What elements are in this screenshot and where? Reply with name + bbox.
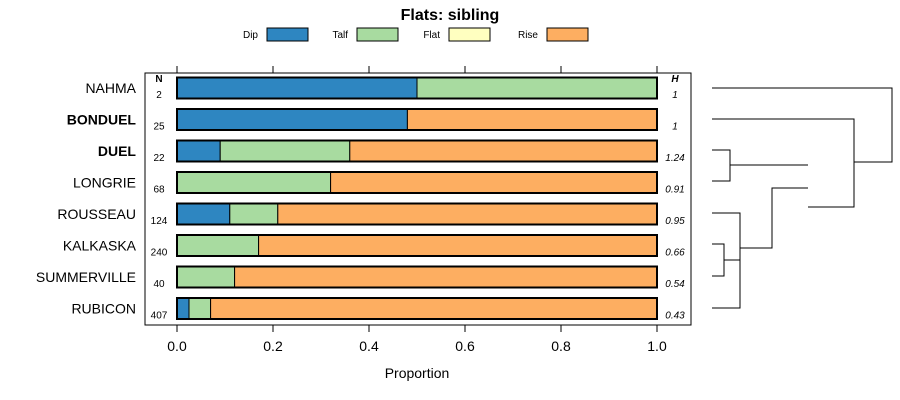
bar-segment [210, 297, 658, 320]
bar-segment [234, 266, 658, 288]
row-n-value: 22 [153, 153, 165, 164]
row-h-value: 0.66 [665, 248, 685, 259]
chart-title: Flats: sibling [401, 7, 500, 24]
dendrogram-branch [740, 187, 808, 249]
dendrogram [712, 87, 893, 309]
bar-segment [176, 203, 231, 225]
x-tick-label: 0.6 [455, 338, 475, 354]
bar-segment [176, 171, 332, 194]
row-n-value: 40 [153, 279, 165, 290]
bar-outline [176, 76, 658, 100]
x-axis: 0.0 0.2 0.4 0.6 0.8 1.0 [167, 66, 667, 354]
row-h-value: 1.24 [665, 153, 685, 164]
row-n-value: 124 [151, 216, 168, 227]
bar-outline [176, 139, 658, 163]
legend-label: Flat [423, 30, 440, 41]
x-tick-label: 0.4 [359, 338, 379, 354]
legend-swatch [546, 27, 589, 42]
row-h-value: 0.54 [665, 279, 685, 290]
x-tick-label: 0.8 [551, 338, 571, 354]
x-tick-label: 0.2 [263, 338, 283, 354]
bar-segment [176, 234, 260, 257]
row-n-value: 240 [151, 248, 168, 259]
bar-segment [277, 203, 658, 225]
legend: Dip Talf Flat Rise [243, 27, 589, 42]
dendrogram-branch [712, 118, 855, 208]
row-h-value: 1 [672, 90, 678, 101]
row-h-value: 0.91 [665, 185, 684, 196]
row-label: DUEL [98, 143, 137, 159]
h-column-header: H [671, 74, 679, 85]
bar-segment [406, 108, 658, 131]
x-tick-label: 1.0 [647, 338, 667, 354]
bar-segment [176, 77, 418, 99]
legend-label: Rise [518, 30, 538, 41]
row-n-value: 25 [153, 122, 165, 133]
row-n-value: 2 [156, 90, 162, 101]
legend-swatch [356, 27, 399, 42]
bar-outline [176, 297, 658, 320]
legend-label: Talf [332, 30, 348, 41]
row-label: RUBICON [71, 301, 136, 317]
rows: NAHMA 2 1 BONDUEL 25 1 DUEL 22 1.24 LONGRIE 68 0.91… [36, 76, 685, 322]
bar-outline [176, 171, 658, 194]
plot-frame [144, 72, 692, 326]
bar-segment [219, 140, 351, 162]
row-h-value: 1 [672, 122, 678, 133]
legend-label: Dip [243, 30, 258, 41]
row-h-value: 0.43 [665, 311, 685, 322]
row-label: SUMMERVILLE [36, 269, 136, 285]
x-tick-label: 0.0 [167, 338, 187, 354]
row-label: LONGRIE [73, 175, 136, 191]
bar-segment [176, 108, 408, 131]
row-label: NAHMA [85, 80, 136, 96]
bar-outline [176, 265, 658, 289]
bar-outline [176, 202, 658, 226]
bar-segment [330, 171, 658, 194]
row-n-value: 68 [153, 185, 165, 196]
row-n-value: 407 [151, 311, 168, 322]
bar-segment [176, 266, 236, 288]
bar-segment [416, 77, 658, 99]
bar-segment [258, 234, 658, 257]
bar-segment [188, 297, 212, 320]
bar-outline [176, 108, 658, 131]
row-label: ROUSSEAU [57, 206, 136, 222]
bar-segment [176, 140, 221, 162]
bar-segment [349, 140, 658, 162]
bar-segment [176, 297, 190, 320]
n-column-header: N [155, 74, 162, 85]
x-axis-label: Proportion [385, 365, 450, 381]
dendrogram-branch [712, 87, 893, 163]
row-h-value: 0.95 [665, 216, 685, 227]
legend-swatch [266, 27, 309, 42]
row-label: BONDUEL [67, 112, 137, 128]
row-label: KALKASKA [63, 238, 137, 254]
legend-swatch [448, 27, 491, 42]
dendrogram-branch [712, 149, 731, 182]
bar-segment [229, 203, 279, 225]
bar-outline [176, 234, 658, 257]
dendrogram-branch [712, 243, 725, 277]
